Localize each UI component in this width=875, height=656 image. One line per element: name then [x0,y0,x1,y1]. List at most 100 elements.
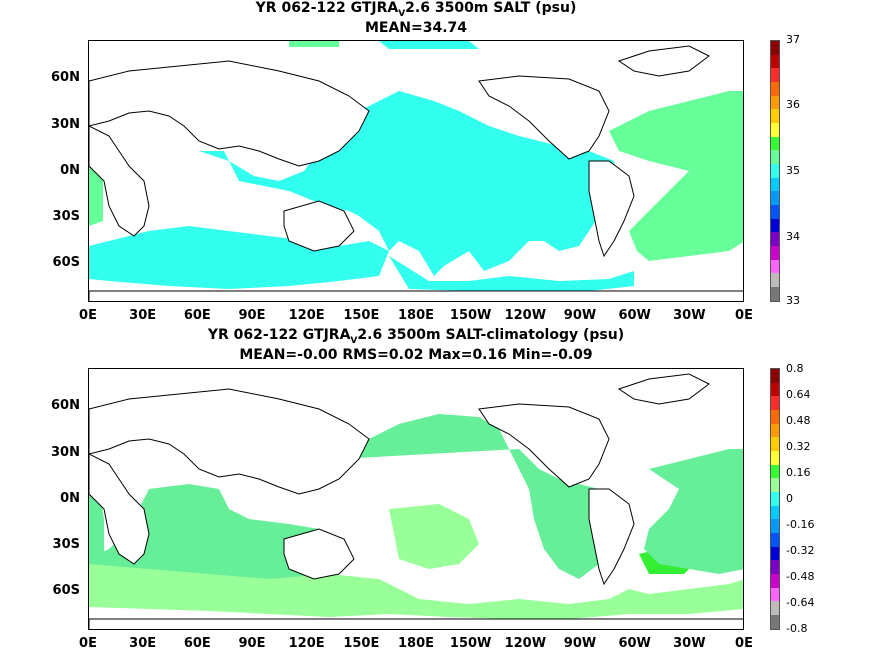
colorbar-swatch [771,519,779,534]
panel1-lon-label: 150W [449,308,492,323]
colorbar-swatch [771,82,779,96]
lat2-label-60s: 60S [52,583,80,598]
colorbar-swatch [771,218,779,233]
panel2-lon-label: 30E [129,636,157,651]
lat-label-30s: 30S [52,209,80,224]
colorbar-swatch [771,423,779,438]
colorbar2-label-9: -0.64 [786,596,815,609]
colorbar-swatch [771,396,779,411]
colorbar2-label-8: -0.48 [786,570,815,583]
panel1-lon-label: 120E [288,308,325,323]
colorbar-swatch [771,136,779,151]
colorbar-swatch [771,54,779,69]
colorbar2-label-3: 0.32 [786,440,811,453]
panel2-lon-label: 0E [79,636,97,651]
colorbar-swatch [771,259,779,274]
colorbar-swatch [771,451,779,465]
panel2-lon-label: 150E [343,636,380,651]
colorbar2-label-6: -0.16 [786,518,815,531]
panel2-lon-label: 60W [618,636,651,651]
colorbar2-label-5: 0 [786,492,793,505]
colorbar-swatch [771,505,779,520]
colorbar1-label-37: 37 [786,33,800,46]
colorbar1-label-36: 36 [786,98,800,111]
colorbar2-label-4: 0.16 [786,466,811,479]
salinity-colorbar [770,40,780,302]
lat-label-60s: 60S [52,255,80,270]
colorbar-swatch [771,382,779,397]
lat2-label-60n: 60N [51,398,80,413]
panel2-lon-label: 0E [735,636,753,651]
colorbar-swatch [771,587,779,602]
coastlines [89,45,743,301]
colorbar-swatch [771,41,779,55]
panel2-stats: MEAN=-0.00 RMS=0.02 Max=0.16 Min=-0.09 [239,347,593,363]
panel1-lon-label: 90W [563,308,597,323]
colorbar-swatch [771,615,779,629]
colorbar-swatch [771,177,779,192]
colorbar-swatch [771,191,779,206]
panel2-lon-label: 150W [449,636,492,651]
colorbar-swatch [771,123,779,137]
colorbar-swatch [771,478,779,493]
colorbar-swatch [771,273,779,288]
colorbar-swatch [771,150,779,165]
colorbar-swatch [771,287,779,301]
colorbar2-label-0: 0.8 [786,362,804,375]
lat-label-30n: 30N [51,117,80,132]
colorbar-swatch [771,464,779,479]
colorbar1-label-33: 33 [786,294,800,307]
colorbar-swatch [771,546,779,561]
panel1-lon-label: 120W [504,308,547,323]
colorbar2-label-1: 0.64 [786,388,811,401]
colorbar-swatch [771,601,779,616]
colorbar-swatch [771,246,779,260]
panel1-lon-label: 90E [238,308,266,323]
lat-label-0n: 0N [60,163,80,178]
panel1-lon-label: 30W [673,308,706,323]
colorbar-swatch [771,560,779,575]
panel1-lon-label: 30E [129,308,157,323]
anomaly-colorbar [770,368,780,630]
lat2-label-30n: 30N [51,445,80,460]
colorbar-swatch [771,68,779,83]
panel2-lon-label: 60E [183,636,211,651]
lat-label-60n: 60N [51,70,80,85]
salinity-anomaly-map-svg [89,373,743,629]
panel1-lon-label: 0E [735,308,753,323]
salinity-field [89,41,743,293]
lat2-label-0n: 0N [60,491,80,506]
colorbar1-label-34: 34 [786,230,800,243]
colorbar-swatch [771,232,779,247]
colorbar2-label-7: -0.32 [786,544,815,557]
panel2-lon-label: 90W [563,636,597,651]
colorbar-swatch [771,95,779,110]
panel2-lon-label: 180E [397,636,435,651]
colorbar-swatch [771,492,779,506]
colorbar-swatch [771,410,779,424]
panel1-stats: MEAN=34.74 [364,20,468,36]
colorbar-swatch [771,109,779,124]
panel2-title: YR 062-122 GTJRAV2.6 3500m SALT-climatol… [207,327,625,346]
colorbar-swatch [771,437,779,452]
colorbar-swatch [771,533,779,547]
panel1-lon-label: 150E [343,308,380,323]
panel2-lon-label: 120E [288,636,325,651]
lat2-label-30s: 30S [52,537,80,552]
colorbar2-label-2: 0.48 [786,414,811,427]
colorbar2-label-10: -0.8 [786,622,808,635]
colorbar-swatch [771,369,779,383]
salinity-anomaly-map [88,368,744,630]
colorbar-swatch [771,205,779,219]
colorbar-swatch [771,164,779,178]
panel2-lon-label: 120W [504,636,547,651]
coastlines-2 [89,373,743,629]
panel1-lon-label: 60W [618,308,651,323]
panel2-lon-label: 30W [673,636,706,651]
panel1-lon-label: 60E [183,308,211,323]
panel1-title: YR 062-122 GTJRAV2.6 3500m SALT (psu) [255,0,577,19]
colorbar-swatch [771,574,779,588]
panel1-lon-label: 0E [79,308,97,323]
panel2-lon-label: 90E [238,636,266,651]
colorbar1-label-35: 35 [786,164,800,177]
